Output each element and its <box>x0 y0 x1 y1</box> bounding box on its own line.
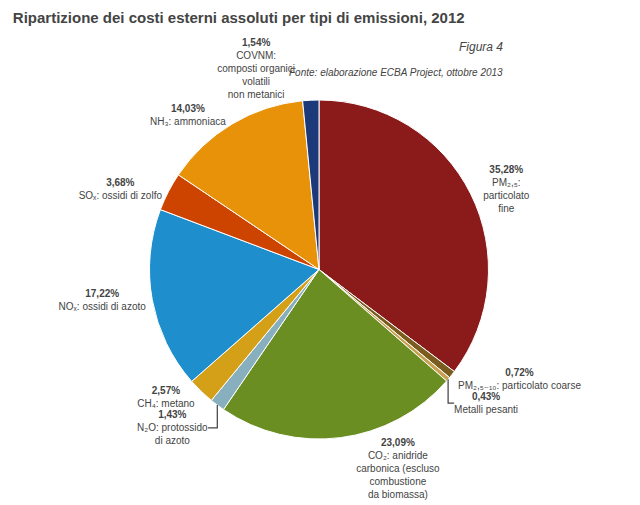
svg-text:Fonte: elaborazione ECBA Proje: Fonte: elaborazione ECBA Project, ottobr… <box>289 67 503 78</box>
svg-text:14,03%NH₃: ammoniaca: 14,03%NH₃: ammoniaca <box>150 103 226 127</box>
svg-text:1,43%N₂O: protossidodi azoto: 1,43%N₂O: protossidodi azoto <box>137 409 208 446</box>
svg-text:1,54%COVNM:composti organicivo: 1,54%COVNM:composti organicivolatilinon … <box>217 37 295 100</box>
svg-text:35,28%PM₂,₅:particolatofine: 35,28%PM₂,₅:particolatofine <box>483 164 530 214</box>
svg-text:Ripartizione dei costi esterni: Ripartizione dei costi esterni assoluti … <box>13 9 465 26</box>
svg-text:3,68%SOₓ: ossidi di zolfo: 3,68%SOₓ: ossidi di zolfo <box>79 177 163 201</box>
svg-text:0,43%Metalli pesanti: 0,43%Metalli pesanti <box>454 391 518 415</box>
svg-text:0,72%PM₂,₅₋₁₀: particolato coa: 0,72%PM₂,₅₋₁₀: particolato coarse <box>458 367 581 391</box>
svg-text:2,57%CH₄: metano: 2,57%CH₄: metano <box>137 385 195 409</box>
svg-text:Figura 4: Figura 4 <box>459 40 503 54</box>
svg-text:23,09%CO₂: anidridecarbonica (: 23,09%CO₂: anidridecarbonica (esclusocom… <box>356 437 440 500</box>
svg-text:17,22%NOₓ: ossidi di azoto: 17,22%NOₓ: ossidi di azoto <box>59 288 147 312</box>
